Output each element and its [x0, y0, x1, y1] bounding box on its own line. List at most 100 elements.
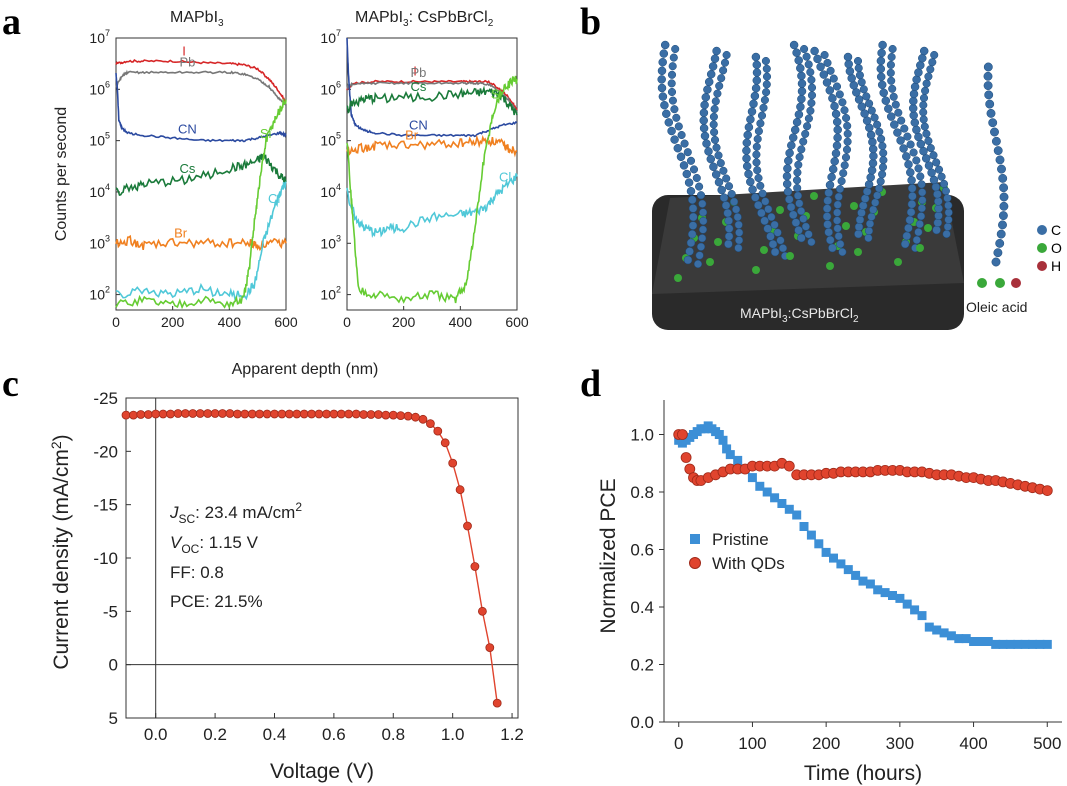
x-tick-label: 0.6	[322, 725, 346, 744]
jv-data-point	[262, 409, 272, 419]
carbon-atom	[823, 220, 832, 229]
carbon-atom	[699, 108, 709, 118]
carbon-atom	[680, 139, 689, 148]
jv-data-point	[425, 419, 435, 429]
carbon-atom	[832, 82, 842, 91]
carbon-atom	[677, 130, 686, 140]
carbon-atom	[797, 94, 806, 104]
carbon-atom	[762, 64, 771, 73]
carbon-atom	[757, 111, 767, 120]
pristine-data-point	[895, 593, 905, 603]
carbon-atom	[700, 131, 710, 141]
jv-data-point	[351, 409, 361, 419]
chart-a-right-plot: 0 200 400 600102103104105106107IPbCNCsBrClS…	[320, 28, 528, 330]
legend-carbon-label: C	[1051, 222, 1061, 238]
y-tick-base: 10	[89, 184, 105, 200]
panel-a: MAPbI3 MAPbI3: CsPbBrCl2 Counts per seco…	[53, 9, 529, 378]
x-tick-label: 200	[392, 314, 416, 330]
pristine-data-point	[991, 639, 1001, 649]
jv-data-point	[151, 409, 161, 419]
chart-a-right-title: MAPbI3: CsPbBrCl2	[355, 9, 494, 29]
carbon-atom	[878, 141, 887, 151]
jv-data-point	[121, 410, 131, 420]
carbon-atom	[810, 46, 819, 56]
carbon-atom	[746, 115, 755, 124]
jv-data-point	[455, 485, 465, 495]
carbon-atom	[748, 185, 757, 194]
oxygen-atom	[916, 244, 924, 252]
pristine-data-point	[755, 481, 765, 491]
carbon-atom	[830, 157, 839, 166]
carbon-atom	[754, 200, 763, 210]
carbon-atom	[886, 112, 896, 121]
carbon-atom	[828, 243, 837, 253]
carbon-atom	[837, 177, 846, 186]
carbon-atom	[904, 223, 913, 233]
x-tick-label: 600	[274, 314, 298, 330]
carbon-atom	[743, 130, 752, 140]
carbon-atom	[768, 239, 778, 249]
carbon-atom	[862, 187, 872, 196]
carbon-atom	[865, 123, 874, 133]
jv-data-point	[381, 410, 391, 420]
carbon-atom	[679, 161, 689, 170]
carbon-atom	[889, 92, 898, 101]
carbon-atom	[747, 107, 757, 116]
carbon-atom	[842, 113, 851, 123]
carbon-atom	[762, 72, 772, 81]
panel-d: Normalized PCE Time (hours) 0 100 200 300 40…	[597, 400, 1062, 785]
carbon-atom	[912, 75, 921, 84]
carbon-atom	[902, 152, 911, 161]
series-label-cn: CN	[178, 121, 197, 136]
plot-frame	[115, 37, 287, 311]
legend-oxygen-dot	[1037, 243, 1047, 253]
carbon-atom	[932, 225, 941, 235]
carbon-atom	[888, 44, 897, 54]
carbon-atom	[886, 60, 895, 69]
carbon-atom	[761, 197, 770, 206]
carbon-atom	[900, 124, 909, 133]
carbon-atom	[820, 50, 829, 60]
carbon-atom	[919, 101, 928, 110]
carbon-atom	[752, 158, 761, 167]
y-tick-base: 10	[320, 235, 336, 251]
y-tick-exponent: 3	[336, 233, 341, 243]
carbon-atom	[907, 199, 917, 209]
pristine-data-point	[792, 510, 802, 520]
y-tick-label: 105	[89, 131, 110, 149]
carbon-atom	[868, 144, 878, 154]
oleic-carbon-atom	[985, 99, 995, 109]
ff-annotation: FF: 0.8	[170, 563, 224, 582]
panel-label-c: c	[2, 363, 19, 405]
carbon-atom	[829, 74, 838, 83]
carbon-atom	[719, 66, 728, 75]
carbon-atom	[724, 224, 734, 233]
carbon-atom	[770, 220, 779, 229]
oleic-carbon-atom	[986, 108, 996, 118]
carbon-atom	[670, 105, 679, 114]
carbon-atom	[766, 232, 775, 241]
carbon-atom	[756, 181, 765, 190]
carbon-atom	[908, 104, 918, 113]
carbon-atom	[822, 212, 832, 221]
carbon-atom	[708, 62, 718, 71]
pristine-data-point	[799, 522, 809, 531]
carbon-atom	[682, 169, 692, 179]
carbon-atom	[921, 86, 930, 95]
series-label-cl: Cl	[499, 169, 511, 184]
carbon-atom	[845, 66, 855, 76]
carbon-atom	[722, 50, 731, 60]
y-tick-label: 106	[89, 79, 110, 97]
carbon-atom	[742, 161, 752, 171]
carbon-atom	[918, 188, 927, 197]
pristine-data-point	[777, 499, 787, 508]
carbon-atom	[714, 177, 724, 187]
carbon-atom	[833, 133, 842, 142]
carbon-atom	[833, 216, 842, 225]
carbon-atom	[876, 72, 886, 82]
pristine-data-point	[722, 444, 732, 454]
y-tick-label: 102	[320, 285, 341, 303]
carbon-atom	[695, 182, 704, 191]
carbon-atom	[751, 52, 761, 62]
y-tick-exponent: 2	[336, 285, 341, 295]
